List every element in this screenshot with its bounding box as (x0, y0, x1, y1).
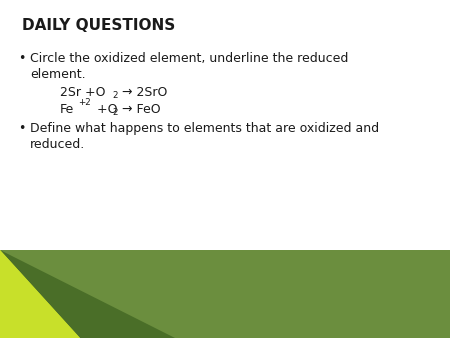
Text: → FeO: → FeO (122, 103, 161, 116)
Text: +2: +2 (78, 98, 91, 107)
Text: DAILY QUESTIONS: DAILY QUESTIONS (22, 18, 175, 33)
Polygon shape (0, 250, 80, 338)
Bar (0, 250, 450, 338)
Text: Fe: Fe (60, 103, 74, 116)
Text: element.: element. (30, 68, 86, 81)
Text: 2Sr +O: 2Sr +O (60, 86, 105, 99)
Text: reduced.: reduced. (30, 138, 85, 151)
Text: •: • (18, 52, 25, 65)
Text: Define what happens to elements that are oxidized and: Define what happens to elements that are… (30, 122, 379, 135)
Text: 2: 2 (112, 91, 117, 100)
Text: Circle the oxidized element, underline the reduced: Circle the oxidized element, underline t… (30, 52, 348, 65)
Polygon shape (0, 250, 80, 338)
Text: •: • (18, 122, 25, 135)
Text: 2: 2 (112, 108, 117, 117)
Text: → 2SrO: → 2SrO (122, 86, 167, 99)
Text: +O: +O (93, 103, 117, 116)
Polygon shape (0, 250, 175, 338)
